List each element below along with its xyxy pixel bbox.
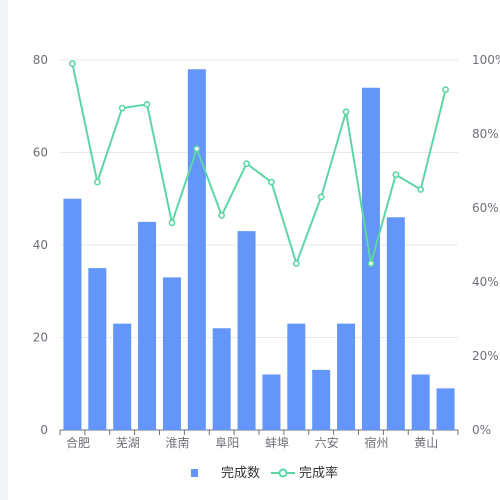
rate-point-合肥[interactable] [69,60,76,68]
bar-蚌埠[interactable] [113,323,132,430]
x-tick-label: 宿州 [365,435,389,450]
rate-point-淮南[interactable] [143,101,151,108]
rate-point-淮北[interactable] [193,145,201,153]
bar-亳州[interactable] [436,388,455,430]
combo-chart: 0 20 40 60 80 0% 20% 40% 60% 80% 100% 合肥 芜湖 淮南 阜阳 蚌埠 六安 宿… [33,53,500,481]
bar-安庆[interactable] [237,231,256,430]
rate-point-池州[interactable] [417,186,425,193]
bar-宣城[interactable] [386,217,405,430]
legend-line-marker [278,468,288,478]
x-tick-label: 淮南 [166,435,190,450]
bar-池州[interactable] [411,374,430,431]
legend-line-label[interactable]: 完成率 [299,465,338,481]
bar-淮北[interactable] [187,69,206,430]
x-tick-label: 黄山 [414,436,438,450]
x-tick-label: 合肥 [66,435,90,450]
bar-芜湖[interactable] [88,268,107,430]
y-left-tick-label: 40 [33,238,48,252]
y-right-tick-label: 100% [472,53,500,67]
bar-铜陵[interactable] [212,328,231,430]
rate-point-六安[interactable] [367,260,375,267]
y-right-tick-label: 80% [472,127,499,141]
rate-point-马鞍山[interactable] [168,219,176,227]
bar-阜阳[interactable] [287,323,306,430]
rate-point-滁州[interactable] [342,108,350,116]
x-tick-label: 蚌埠 [265,436,289,450]
bar-滁州[interactable] [337,323,356,430]
rate-point-蚌埠[interactable] [118,104,126,112]
y-right-tick-label: 20% [472,349,499,363]
rate-point-芜湖[interactable] [93,178,101,186]
y-right-tick-label: 0% [472,423,491,437]
rate-point-亳州[interactable] [442,86,449,93]
rate-point-宣城[interactable] [392,171,400,179]
legend-bar-label[interactable]: 完成数 [221,466,260,481]
x-tick-label: 六安 [315,435,339,450]
rate-point-铜陵[interactable] [218,211,226,219]
chart-panel: 0 20 40 60 80 0% 20% 40% 60% 80% 100% 合肥 芜湖 淮南 阜阳 蚌埠 六安 宿… [8,0,500,500]
bar-黄山[interactable] [262,374,281,431]
rate-point-宿州[interactable] [317,193,325,201]
rate-point-安庆[interactable] [243,160,250,167]
bar-马鞍山[interactable] [162,277,181,430]
rate-point-阜阳[interactable] [292,260,300,267]
y-right-tick-label: 60% [472,201,499,215]
rate-point-黄山[interactable] [268,178,275,186]
y-right-tick-label: 40% [472,275,499,289]
y-left-tick-label: 60 [33,146,48,160]
legend-bar-swatch[interactable] [191,469,198,477]
rate-line [71,63,447,265]
y-left-tick-label: 0 [40,423,48,437]
y-left-tick-label: 80 [33,53,48,67]
x-tick-label: 芜湖 [116,435,140,450]
bar-合肥[interactable] [63,198,82,430]
x-tick-label: 阜阳 [215,436,239,450]
bar-淮南[interactable] [138,221,157,430]
bar-宿州[interactable] [312,369,331,430]
y-left-tick-label: 20 [33,331,48,345]
